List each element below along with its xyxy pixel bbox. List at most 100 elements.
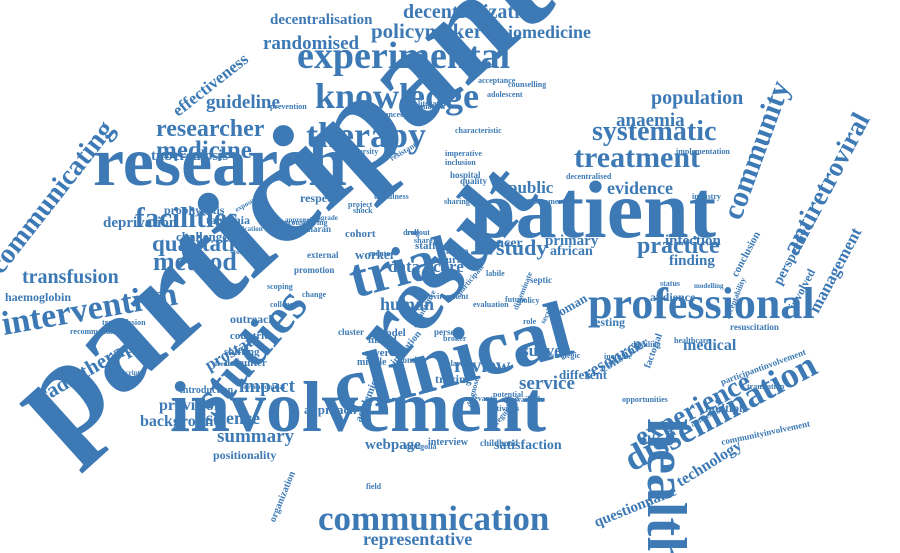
word-septic: septic	[530, 274, 552, 285]
word-tracing: tracing	[435, 372, 472, 387]
word-infection: infection	[665, 232, 721, 249]
word-role: role	[523, 317, 537, 327]
word-provision: provision	[159, 396, 223, 414]
word-prevention: prevention	[270, 102, 307, 112]
word-africa: africa	[446, 245, 469, 256]
word-staff: staff	[415, 239, 436, 252]
word-data: data	[388, 257, 421, 277]
word-evaluation: evaluation	[473, 300, 509, 310]
word-systematic: systematic	[592, 116, 717, 148]
word-preventiontrial: preventiontrial	[240, 383, 285, 392]
word-countrie: countrie	[230, 329, 270, 342]
word-sharing: sharing	[444, 197, 470, 207]
word-counselling: counselling	[508, 80, 547, 90]
word-satisfaction: satisfaction	[494, 437, 562, 453]
word-tanzania: tanzania	[206, 213, 251, 228]
word-future: future	[505, 295, 527, 305]
word-positionality: positionality	[213, 448, 277, 463]
word-knowledge: knowledge	[315, 76, 480, 117]
word-external: external	[307, 249, 339, 260]
word-worker: worker	[355, 247, 396, 263]
word-evidence: evidence	[607, 178, 673, 199]
word-multiple: multiple	[705, 401, 748, 416]
word-model: model	[377, 326, 406, 339]
word-medicine: medicine	[156, 136, 252, 164]
word-factorial: factorial	[642, 331, 666, 370]
word-scoping: scoping	[267, 282, 293, 292]
word-recommendation: recommendation	[70, 327, 128, 337]
word-increase: increase	[604, 352, 632, 362]
word-practice: practice	[637, 233, 720, 260]
word-activities: activities	[489, 404, 520, 414]
word-audience: audience	[650, 290, 696, 305]
word-potential: potential	[493, 390, 524, 400]
word-inclusion: inclusion	[445, 158, 476, 168]
word-policymaker: policymaker	[371, 18, 483, 43]
word-detailing: detailing	[631, 340, 661, 350]
word-strategic: strategic	[551, 351, 581, 361]
word-public: public	[508, 178, 554, 198]
word-prophylaxis: prophylaxis	[164, 203, 225, 218]
word-change: change	[302, 290, 326, 300]
word-healthcare: healthcare	[674, 336, 710, 346]
word-interview: interview	[428, 436, 468, 448]
word-information: information	[404, 102, 445, 112]
word-professional: professional	[588, 278, 815, 328]
word-communication: communication	[318, 499, 550, 539]
word-appropriate: appropriate	[285, 216, 321, 225]
word-african: african	[550, 243, 593, 259]
word-finding: finding	[669, 252, 715, 269]
word-transfusion: transfusion	[22, 265, 119, 288]
word-mongolia: mongolia	[405, 442, 437, 452]
word-drug: drug	[403, 228, 420, 238]
word-deprivation: deprivation	[103, 214, 178, 231]
word-method: method	[153, 246, 237, 276]
word-advanced: advanced	[372, 110, 405, 120]
word-medical: medical	[683, 336, 737, 354]
word-experimental: experimental	[297, 34, 511, 77]
word-saharan: saharan	[300, 223, 332, 234]
word-patient: patient	[470, 163, 716, 255]
word-conclusion: conclusion	[729, 229, 763, 279]
word-respect: respect	[300, 191, 337, 206]
word-survey: survey	[522, 341, 571, 361]
word-involvement: involvement	[170, 366, 546, 447]
word-randomised: randomised	[263, 33, 360, 55]
word-rollout: rollout	[407, 228, 430, 238]
word-rural: rural	[441, 253, 466, 266]
word-literature: literature	[418, 99, 451, 109]
word-transcript: transcript	[110, 369, 140, 378]
word-field: field	[366, 482, 382, 492]
word-resuscitation: resuscitation	[730, 321, 779, 332]
word-haemoglobin: haemoglobin	[5, 290, 72, 305]
word-mentor: mentor	[369, 249, 394, 259]
word-labile: labile	[486, 269, 505, 279]
word-background: background	[140, 412, 223, 430]
word-upgrade: upgrade	[313, 214, 338, 223]
word-controlled: controlled	[233, 248, 264, 257]
word-shifting: shifting	[224, 345, 260, 358]
word-commercial: commercial	[534, 197, 574, 207]
word-decentralised: decentralised	[566, 172, 612, 182]
word-biomedicine: biomedicine	[498, 22, 591, 43]
word-decentralization: decentralization	[403, 0, 541, 23]
word-care: care	[433, 257, 464, 277]
word-acceptance: acceptance	[478, 76, 516, 86]
word-introduction: introduction	[180, 384, 234, 396]
word-tuberculosis: tuberculosis	[151, 147, 229, 164]
word-implementation: implementation	[676, 147, 730, 157]
word-service: service	[519, 373, 575, 395]
word-challenge: challenge	[176, 229, 228, 245]
word-study: study	[496, 234, 548, 260]
word-treatment: treatment	[574, 141, 701, 175]
word-guideline: guideline	[206, 92, 280, 114]
word-imperative: imperative	[445, 149, 482, 159]
word-mixed: mixed	[368, 333, 397, 346]
word-share: share	[414, 236, 433, 246]
word-promotion: promotion	[294, 264, 335, 275]
word-organization: organization	[267, 469, 298, 524]
word-human: human	[380, 294, 435, 315]
word-primary: primary	[545, 232, 599, 249]
word-different: different	[559, 367, 608, 383]
